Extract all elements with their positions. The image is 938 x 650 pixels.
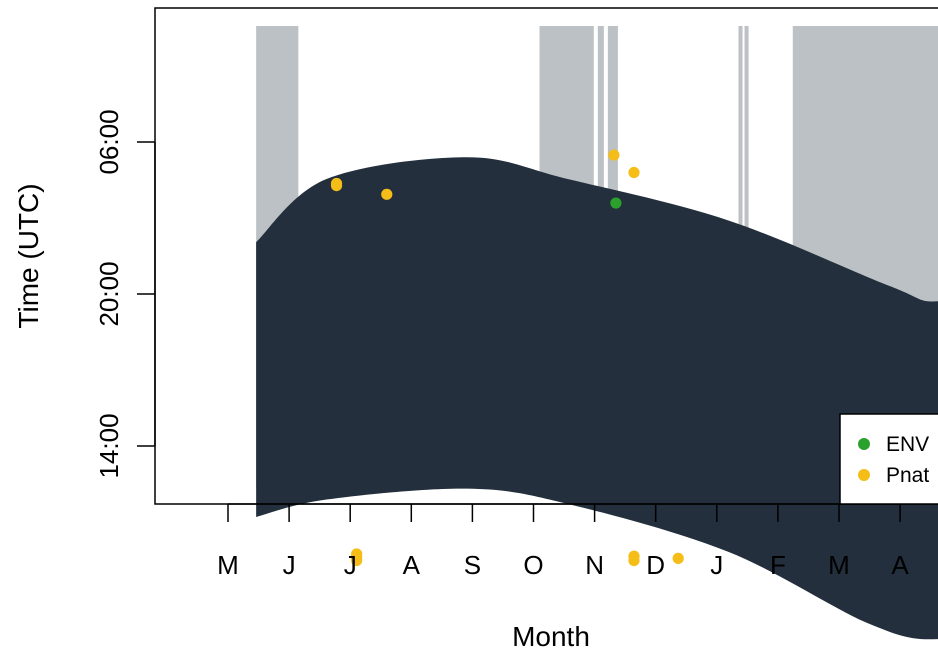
point-pnat bbox=[608, 149, 620, 161]
legend-box bbox=[839, 413, 938, 505]
x-tick-label: N bbox=[585, 550, 604, 580]
x-tick-label: M bbox=[828, 550, 850, 580]
x-tick-label: F bbox=[770, 550, 786, 580]
night-band-area bbox=[256, 157, 938, 640]
point-pnat bbox=[330, 180, 343, 192]
legend: ENV Pnat bbox=[839, 413, 938, 505]
x-tick-label: M bbox=[217, 550, 239, 580]
x-tick-label: S bbox=[464, 550, 481, 580]
y-tick-label: 14:00 bbox=[94, 413, 124, 478]
point-pnat bbox=[628, 166, 640, 179]
x-tick-label: J bbox=[344, 550, 357, 580]
y-axis: 06:00 20:00 14:00 bbox=[94, 109, 156, 479]
x-tick-label: O bbox=[523, 550, 543, 580]
point-env bbox=[610, 197, 622, 209]
x-tick-label: J bbox=[710, 550, 723, 580]
legend-pnat-marker bbox=[858, 469, 870, 481]
point-pnat bbox=[351, 554, 363, 567]
x-tick-label: D bbox=[646, 550, 665, 580]
x-axis-title: Month bbox=[512, 621, 590, 650]
x-tick-label: A bbox=[403, 550, 421, 580]
legend-pnat-label: Pnat bbox=[886, 464, 929, 487]
detection-points bbox=[330, 149, 684, 567]
y-axis-title: Time (UTC) bbox=[13, 183, 44, 328]
y-tick-label: 20:00 bbox=[94, 261, 124, 326]
point-pnat bbox=[628, 554, 640, 567]
point-pnat bbox=[672, 552, 684, 564]
legend-env-marker bbox=[858, 438, 870, 450]
x-tick-label: J bbox=[283, 550, 296, 580]
y-tick-label: 06:00 bbox=[94, 109, 124, 174]
night-band bbox=[256, 157, 938, 640]
point-pnat bbox=[381, 188, 393, 200]
legend-env-label: ENV bbox=[886, 433, 929, 456]
x-tick-label: A bbox=[891, 550, 909, 580]
